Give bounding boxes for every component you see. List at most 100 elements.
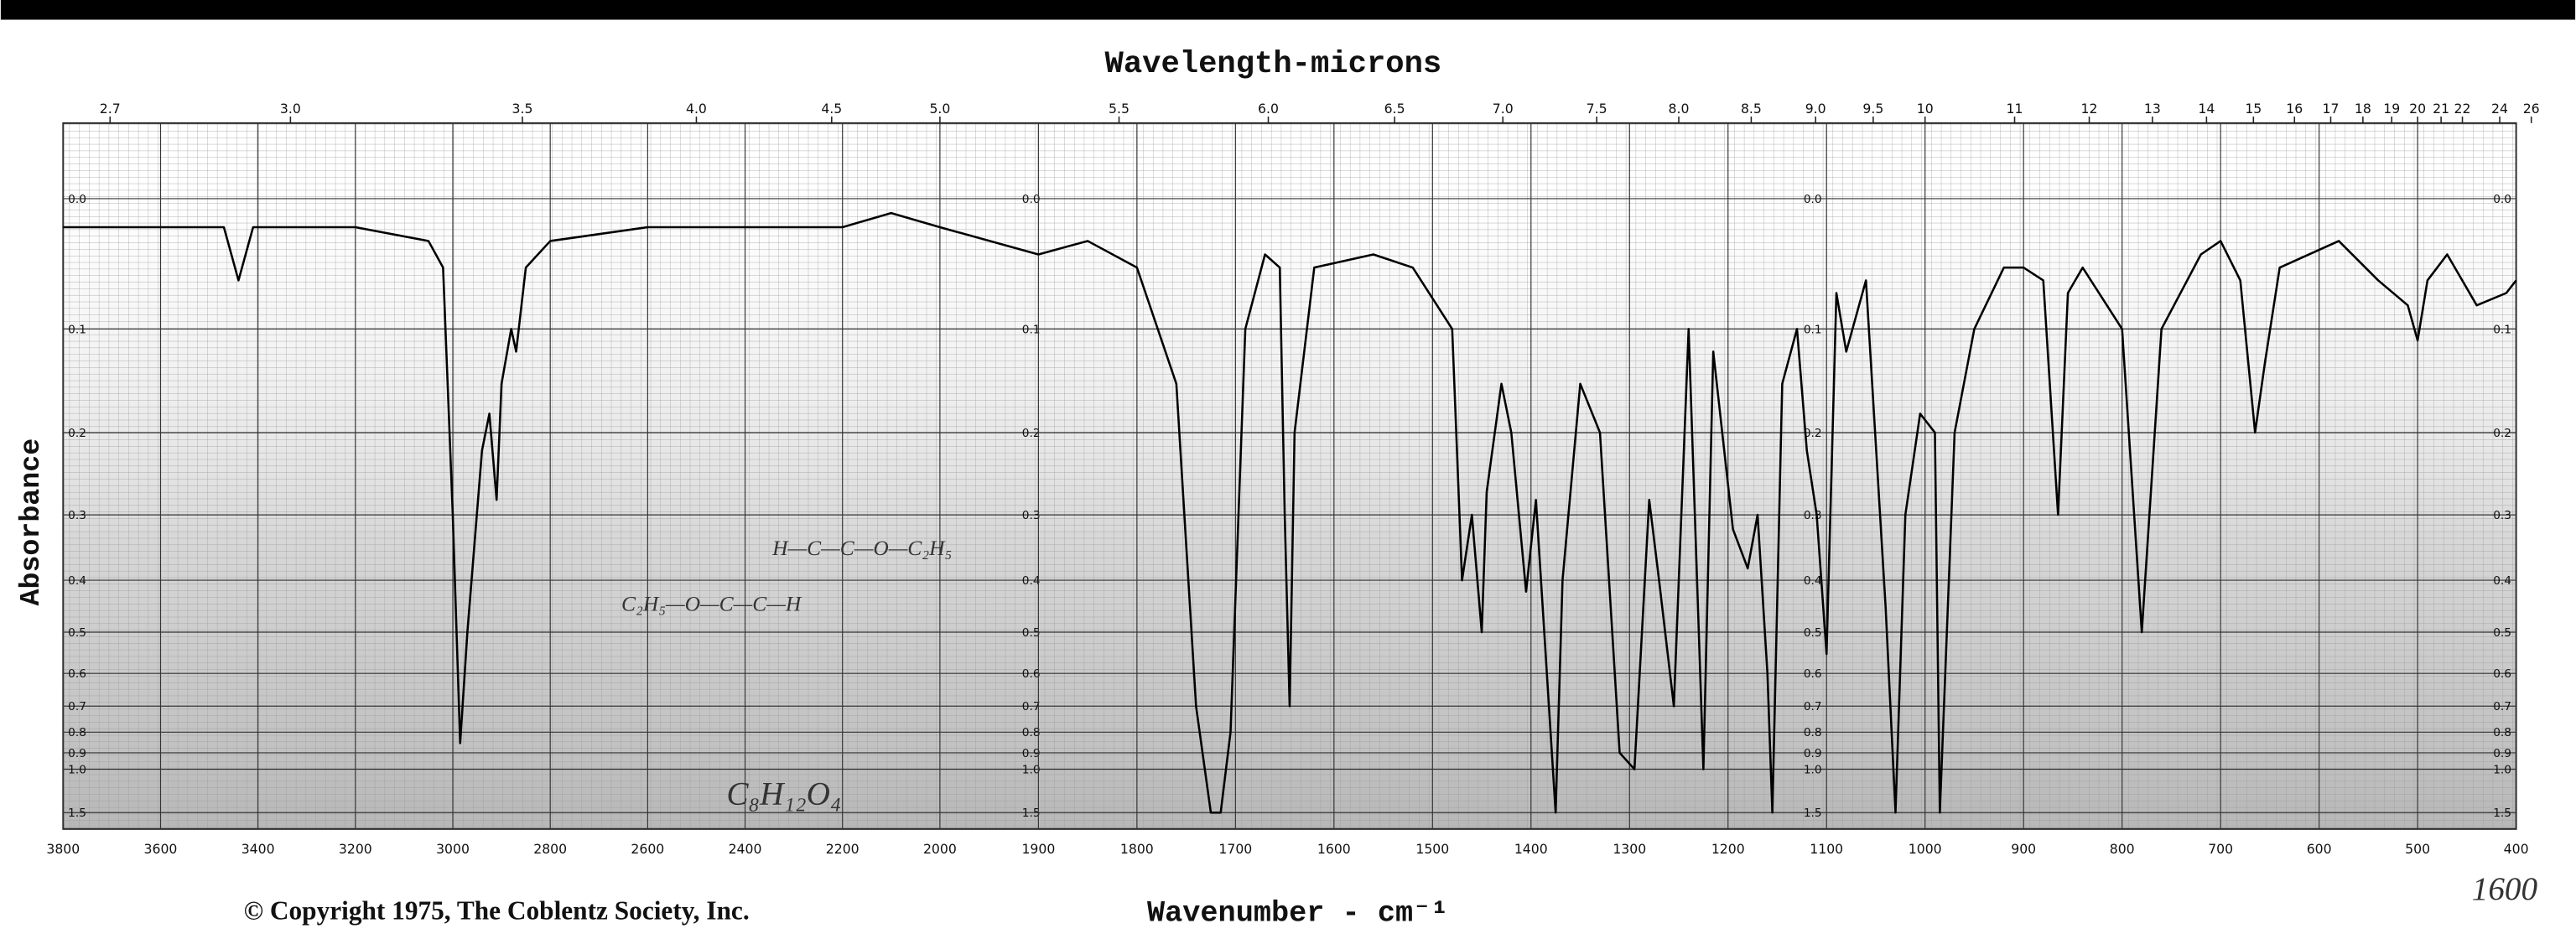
x-tick-label: 2800 — [533, 841, 567, 857]
y-tick-label: 0.8 — [1804, 726, 1822, 739]
x2-tick-label: 4.5 — [821, 101, 842, 117]
y-tick-label: 0.7 — [68, 700, 86, 713]
x2-tick-label: 4.0 — [686, 101, 707, 117]
x2-tick-label: 7.0 — [1493, 101, 1514, 117]
structure-line-2: C₂H₅—O—C—C—H — [621, 591, 802, 615]
x2-tick-label: 18 — [2355, 101, 2371, 117]
x2-tick-label: 24 — [2491, 101, 2508, 117]
x-tick-label: 1000 — [1909, 841, 1942, 857]
x2-tick-label: 26 — [2523, 101, 2540, 117]
y-tick-label: 0.4 — [1022, 574, 1041, 588]
y-tick-label: 0.9 — [68, 747, 86, 760]
x2-tick-label: 6.5 — [1384, 101, 1405, 117]
x2-tick-label: 7.5 — [1587, 101, 1607, 117]
y-tick-label: 0.5 — [1804, 626, 1822, 640]
x-tick-label: 1300 — [1613, 841, 1646, 857]
x-tick-label: 3800 — [46, 841, 80, 857]
page-note: 1600 — [2472, 871, 2538, 907]
y-tick-label: 0.9 — [1022, 747, 1041, 760]
x2-tick-label: 19 — [2383, 101, 2400, 117]
y-tick-label: 1.5 — [1804, 807, 1822, 820]
y-tick-label: 0.6 — [2493, 667, 2511, 681]
y-tick-label: 0.4 — [1804, 574, 1822, 588]
x2-tick-label: 13 — [2144, 101, 2161, 117]
formula: C₈H₁₂O₄ — [726, 776, 841, 812]
x2-tick-label: 12 — [2081, 101, 2098, 117]
y-tick-label: 0.9 — [2493, 747, 2511, 760]
x2-tick-label: 5.0 — [929, 101, 950, 117]
y-tick-label: 0.2 — [1022, 427, 1041, 440]
x2-tick-label: 22 — [2454, 101, 2471, 117]
y-tick-label: 0.1 — [2493, 323, 2511, 336]
x-tick-label: 3600 — [144, 841, 178, 857]
x-tick-label: 2600 — [631, 841, 664, 857]
x2-tick-label: 2.7 — [100, 101, 121, 117]
x2-tick-label: 9.5 — [1862, 101, 1883, 117]
y-tick-label: 0.6 — [1022, 667, 1041, 681]
x-tick-label: 1700 — [1218, 841, 1252, 857]
x-tick-label: 800 — [2110, 841, 2135, 857]
x-tick-label: 1200 — [1711, 841, 1745, 857]
x2-tick-label: 17 — [2323, 101, 2340, 117]
x2-tick-label: 8.5 — [1741, 101, 1762, 117]
y-tick-label: 1.0 — [2493, 763, 2511, 776]
x-tick-label: 3200 — [339, 841, 372, 857]
y-tick-label: 0.2 — [1804, 427, 1822, 440]
y-tick-label: 0.1 — [68, 323, 86, 336]
y-tick-label: 1.0 — [1022, 763, 1041, 776]
y-tick-label: 0.9 — [1804, 747, 1822, 760]
x2-tick-label: 14 — [2198, 101, 2215, 117]
y-tick-label: 0.4 — [2493, 574, 2511, 588]
y-tick-label: 0.7 — [1804, 700, 1822, 713]
y-axis-label: Absorbance — [15, 438, 47, 606]
x2-tick-label: 20 — [2409, 101, 2426, 117]
y-tick-label: 0.0 — [2493, 193, 2511, 206]
x2-tick-label: 15 — [2245, 101, 2262, 117]
x-tick-label: 600 — [2307, 841, 2332, 857]
y-tick-label: 0.2 — [2493, 427, 2511, 440]
x2-tick-label: 16 — [2286, 101, 2303, 117]
x2-tick-label: 8.0 — [1669, 101, 1690, 117]
x-tick-label: 1600 — [1317, 841, 1351, 857]
spectrum-line — [63, 211, 2517, 814]
y-tick-label: 0.8 — [2493, 726, 2511, 739]
y-tick-label: 0.0 — [1022, 193, 1041, 206]
y-tick-label: 1.5 — [1022, 807, 1041, 820]
x-tick-label: 500 — [2405, 841, 2430, 857]
y-tick-label: 0.4 — [68, 574, 86, 588]
y-tick-label: 0.6 — [68, 667, 86, 681]
x-tick-label: 900 — [2011, 841, 2036, 857]
x-axis-label: Wavenumber - cm⁻¹ — [1147, 896, 1449, 930]
y-tick-label: 0.3 — [68, 509, 86, 522]
y-tick-label: 1.0 — [1804, 763, 1822, 776]
y-tick-label: 0.3 — [2493, 509, 2511, 522]
x2-tick-label: 10 — [1917, 101, 1934, 117]
y-tick-label: 0.1 — [1022, 323, 1041, 336]
x2-tick-label: 9.0 — [1805, 101, 1826, 117]
y-tick-label: 1.5 — [2493, 807, 2511, 820]
x-tick-label: 1500 — [1415, 841, 1449, 857]
x-tick-label: 3000 — [436, 841, 470, 857]
y-tick-label: 1.5 — [68, 807, 86, 820]
y-tick-label: 1.0 — [68, 763, 86, 776]
y-tick-label: 0.3 — [1804, 509, 1822, 522]
y-tick-label: 0.5 — [68, 626, 86, 640]
structure-line-1: H—C—C—O—C₂H₅ — [771, 536, 952, 560]
y-tick-label: 0.5 — [2493, 626, 2511, 640]
x-tick-label: 400 — [2504, 841, 2529, 857]
x2-tick-label: 11 — [2007, 101, 2023, 117]
chart-title: Wavelength-microns — [1105, 47, 1442, 82]
x-tick-label: 2400 — [729, 841, 762, 857]
x-tick-label: 700 — [2208, 841, 2233, 857]
x2-tick-label: 3.0 — [280, 101, 301, 117]
x2-tick-label: 6.0 — [1258, 101, 1279, 117]
y-tick-label: 0.3 — [1022, 509, 1041, 522]
x-tick-label: 1400 — [1514, 841, 1548, 857]
y-tick-label: 0.2 — [68, 427, 86, 440]
y-tick-label: 0.0 — [1804, 193, 1822, 206]
y-tick-label: 0.8 — [1022, 726, 1041, 739]
y-tick-label: 0.1 — [1804, 323, 1822, 336]
y-tick-label: 0.0 — [68, 193, 86, 206]
plot-frame — [62, 122, 2517, 830]
